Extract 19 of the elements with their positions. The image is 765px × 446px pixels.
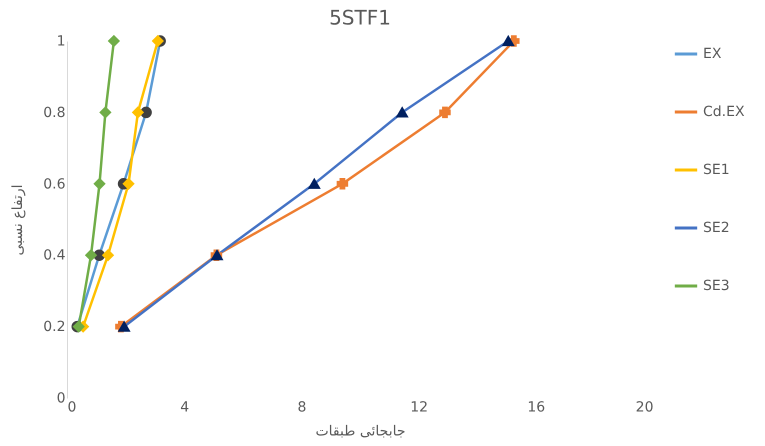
y-axis-title: ارتفاع نسبی — [10, 184, 26, 256]
y-tick-label: 1 — [56, 34, 66, 50]
legend-label: Cd.EX — [703, 104, 745, 120]
x-tick-label: 16 — [527, 400, 546, 416]
x-tick-label: 4 — [180, 400, 190, 416]
x-tick-label: 8 — [297, 400, 306, 416]
legend-label: EX — [703, 46, 722, 62]
chart-title: 5STF1 — [329, 5, 391, 30]
legend-label: SE3 — [703, 278, 730, 294]
y-tick-label: 0.8 — [43, 104, 66, 121]
x-tick-label: 20 — [636, 400, 654, 416]
y-tick-label: 0.4 — [43, 248, 66, 264]
x-tick-label: 12 — [410, 400, 428, 416]
x-tick-label: 0 — [68, 400, 76, 416]
y-tick-label: 0.2 — [43, 319, 66, 336]
y-tick-label: 0.6 — [43, 176, 66, 192]
x-axis-title: جابجائی طبقات — [315, 424, 406, 440]
legend-label: SE1 — [703, 162, 730, 178]
legend-label: SE2 — [703, 220, 730, 236]
